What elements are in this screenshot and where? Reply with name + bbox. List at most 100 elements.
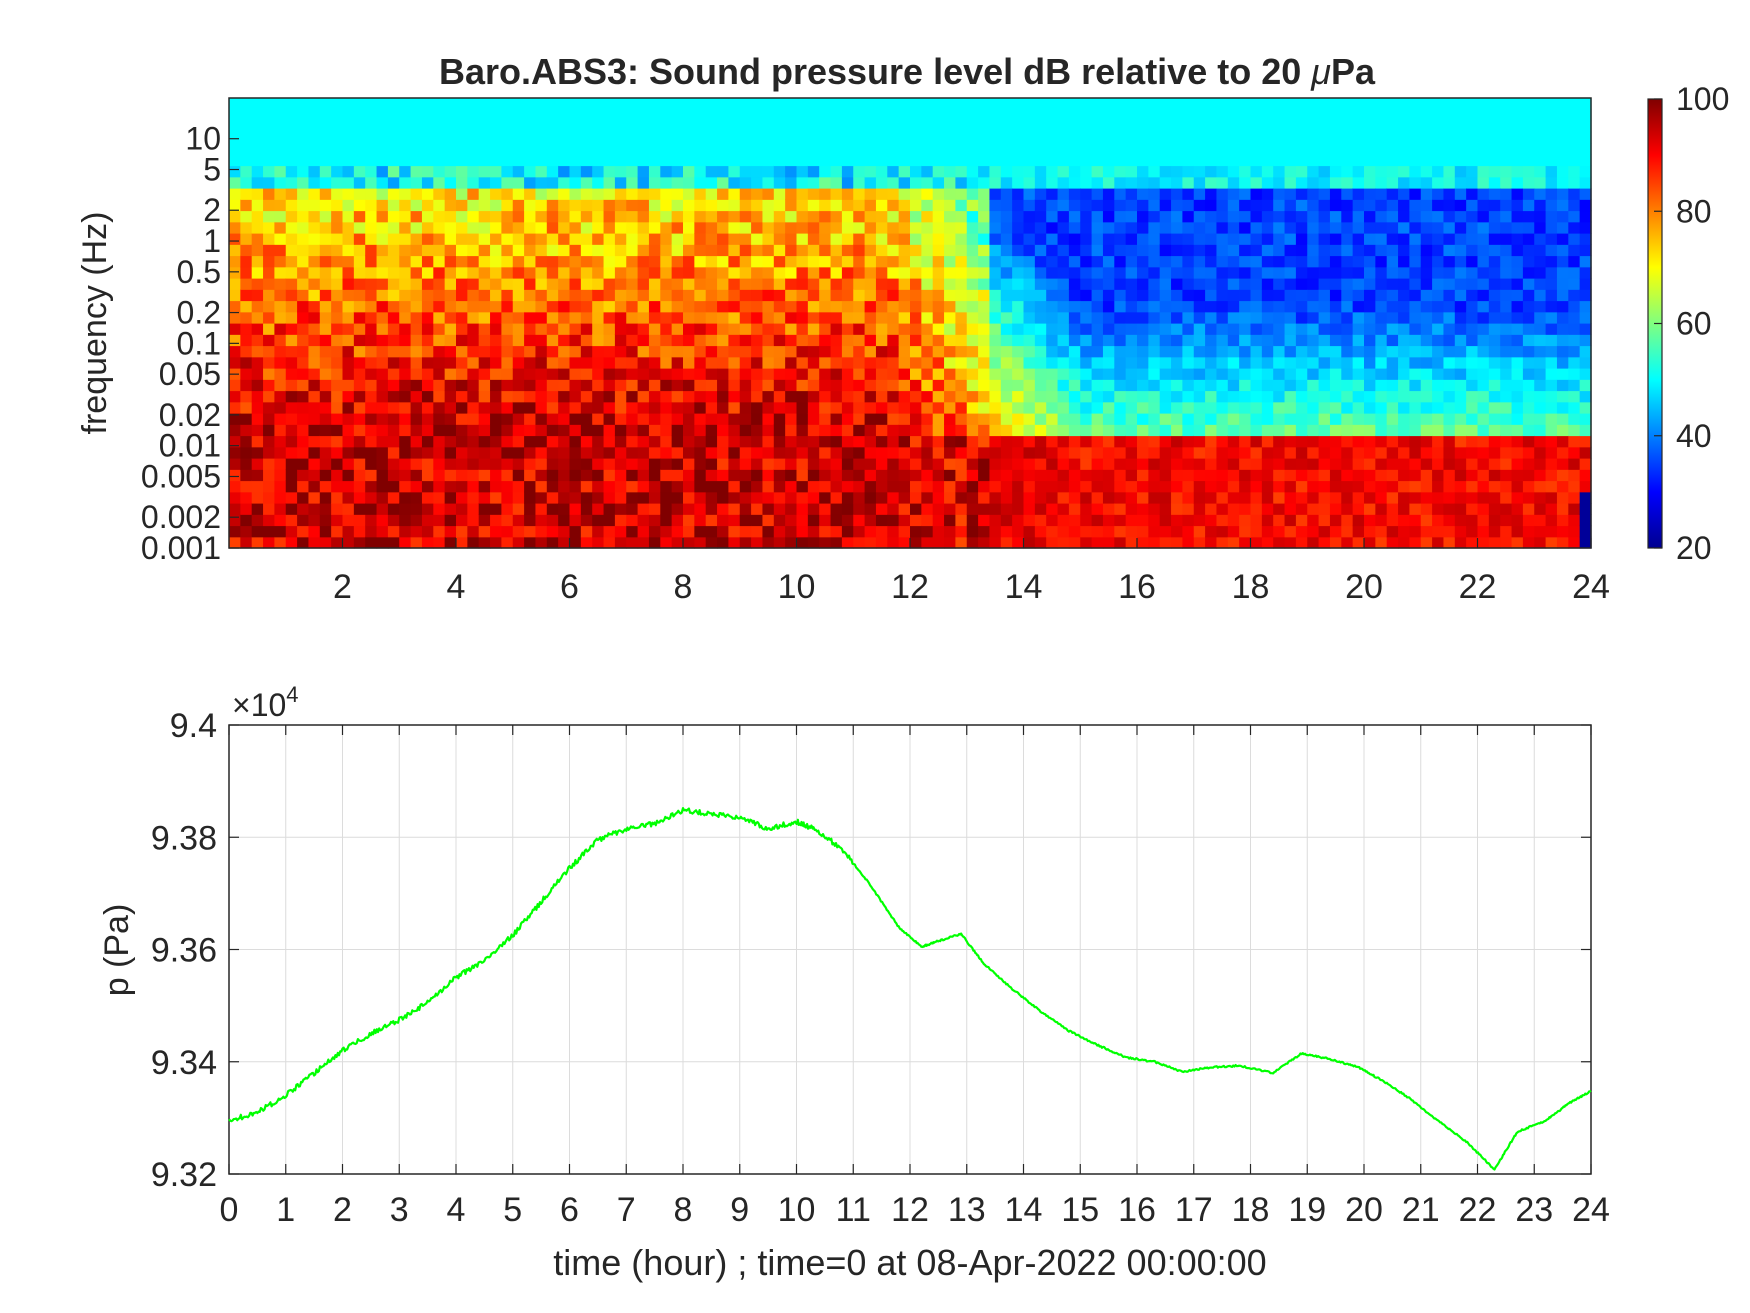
spectrogram-cell: [399, 390, 412, 403]
spectrogram-cell: [229, 233, 241, 245]
spectrogram-cell: [648, 176, 661, 189]
spectrogram-cell: [1329, 514, 1342, 527]
spectrogram-cell: [558, 165, 571, 178]
spectrogram-cell: [1364, 210, 1376, 223]
spectrogram-cell: [739, 424, 752, 437]
spectrogram-cell: [1227, 356, 1240, 369]
spectrogram-cell: [1500, 188, 1513, 200]
spectrogram-cell: [1352, 345, 1365, 358]
spectrogram-cell: [274, 491, 287, 504]
spectrogram-cell: [671, 345, 684, 358]
spectrogram-cell: [683, 536, 695, 549]
spectrogram-cell: [1307, 413, 1320, 425]
spectrogram-cell: [1114, 413, 1127, 425]
spectrogram-cell: [342, 176, 355, 189]
spectrogram-cell: [410, 188, 423, 200]
spectrogram-cell: [1205, 131, 1218, 144]
spectrogram-cell: [535, 379, 548, 392]
spectrogram-cell: [1375, 143, 1388, 155]
spectrogram-cell: [1307, 233, 1320, 245]
spectrogram-cell: [1068, 131, 1081, 144]
spectrogram-cell: [456, 165, 468, 178]
spectrogram-cell: [773, 480, 786, 493]
spectrogram-cell: [285, 379, 298, 392]
spectrogram-cell: [251, 176, 264, 189]
spectrogram-cell: [898, 143, 911, 155]
spectrogram-cell: [1409, 514, 1422, 527]
spectrogram-cell: [603, 120, 616, 133]
spectrogram-cell: [1352, 480, 1365, 493]
spectrogram-cell: [1454, 536, 1467, 549]
spectrogram-cell: [444, 176, 457, 189]
spectrogram-cell: [444, 98, 457, 110]
spectrogram-cell: [1216, 368, 1229, 380]
spectrogram-cell: [1023, 356, 1036, 369]
spectrogram-cell: [478, 334, 491, 347]
spectrogram-cell: [331, 210, 344, 223]
spectrogram-cell: [512, 98, 525, 110]
spectrogram-cell: [592, 266, 605, 279]
spectrogram-cell: [1057, 424, 1070, 437]
spectrogram-cell: [421, 491, 434, 504]
spectrogram-cell: [1386, 323, 1399, 335]
spectrogram-cell: [421, 311, 434, 324]
spectrogram-cell: [1511, 98, 1524, 110]
spectrogram-cell: [1352, 98, 1365, 110]
spectrogram-cell: [1522, 368, 1535, 380]
spectrogram-cell: [955, 244, 968, 257]
spectrogram-cell: [785, 176, 798, 189]
spectrogram-cell: [807, 300, 820, 313]
spectrogram-cell: [456, 266, 468, 279]
spectrogram-cell: [1284, 536, 1297, 549]
spectrogram-cell: [240, 491, 253, 504]
spectrogram-cell: [1511, 435, 1524, 448]
spectrogram-cell: [1137, 435, 1149, 448]
spectrogram-cell: [1250, 233, 1263, 245]
spectrogram-cell: [1102, 120, 1115, 133]
spectrogram-cell: [1556, 435, 1569, 448]
spectrogram-cell: [1352, 424, 1365, 437]
spectrogram-cell: [1273, 199, 1286, 212]
spectrogram-cell: [387, 424, 400, 437]
spectrogram-cell: [1500, 323, 1513, 335]
spectrogram-cell: [387, 221, 400, 234]
spectrogram-cell: [319, 278, 332, 290]
spectrogram-cell: [1488, 210, 1501, 223]
spectrogram-cell: [580, 458, 593, 470]
spectrogram-cell: [478, 435, 491, 448]
spectrogram-cell: [978, 176, 991, 189]
spectrogram-cell: [297, 244, 310, 257]
spectrogram-cell: [444, 536, 457, 549]
spectrogram-cell: [535, 424, 548, 437]
spectrogram-cell: [1556, 480, 1569, 493]
spectrogram-cell: [1556, 401, 1569, 414]
spectrogram-cell: [1454, 446, 1467, 459]
spectrogram-cell: [1000, 536, 1013, 549]
spectrogram-cell: [342, 379, 355, 392]
spectrogram-cell: [910, 221, 922, 234]
spectrogram-cell: [1273, 311, 1286, 324]
spectrogram-cell: [1318, 458, 1331, 470]
spectrogram-cell: [1250, 120, 1263, 133]
spectrogram-cell: [512, 379, 525, 392]
spectrogram-cell: [1545, 424, 1558, 437]
spectrogram-cell: [1125, 278, 1138, 290]
spectrogram-cell: [274, 221, 287, 234]
spectrogram-cell: [229, 176, 241, 189]
spectrogram-cell: [1159, 536, 1172, 549]
spectrogram-cell: [308, 165, 321, 178]
spectrogram-cell: [1148, 233, 1161, 245]
spectrogram-cell: [580, 424, 593, 437]
spectrogram-cell: [467, 255, 480, 268]
spectrogram-cell: [399, 311, 412, 324]
spectrogram-cell: [546, 143, 559, 155]
spectrogram-cell: [762, 536, 775, 549]
spectrogram-cell: [1102, 255, 1115, 268]
spectrogram-cell: [421, 154, 434, 167]
spectrogram-cell: [1534, 525, 1547, 538]
spectrogram-cell: [864, 469, 877, 482]
spectrogram-cell: [1114, 233, 1127, 245]
spectrogram-cell: [932, 98, 945, 110]
spectrogram-cell: [1341, 424, 1354, 437]
spectrogram-cell: [1068, 480, 1081, 493]
